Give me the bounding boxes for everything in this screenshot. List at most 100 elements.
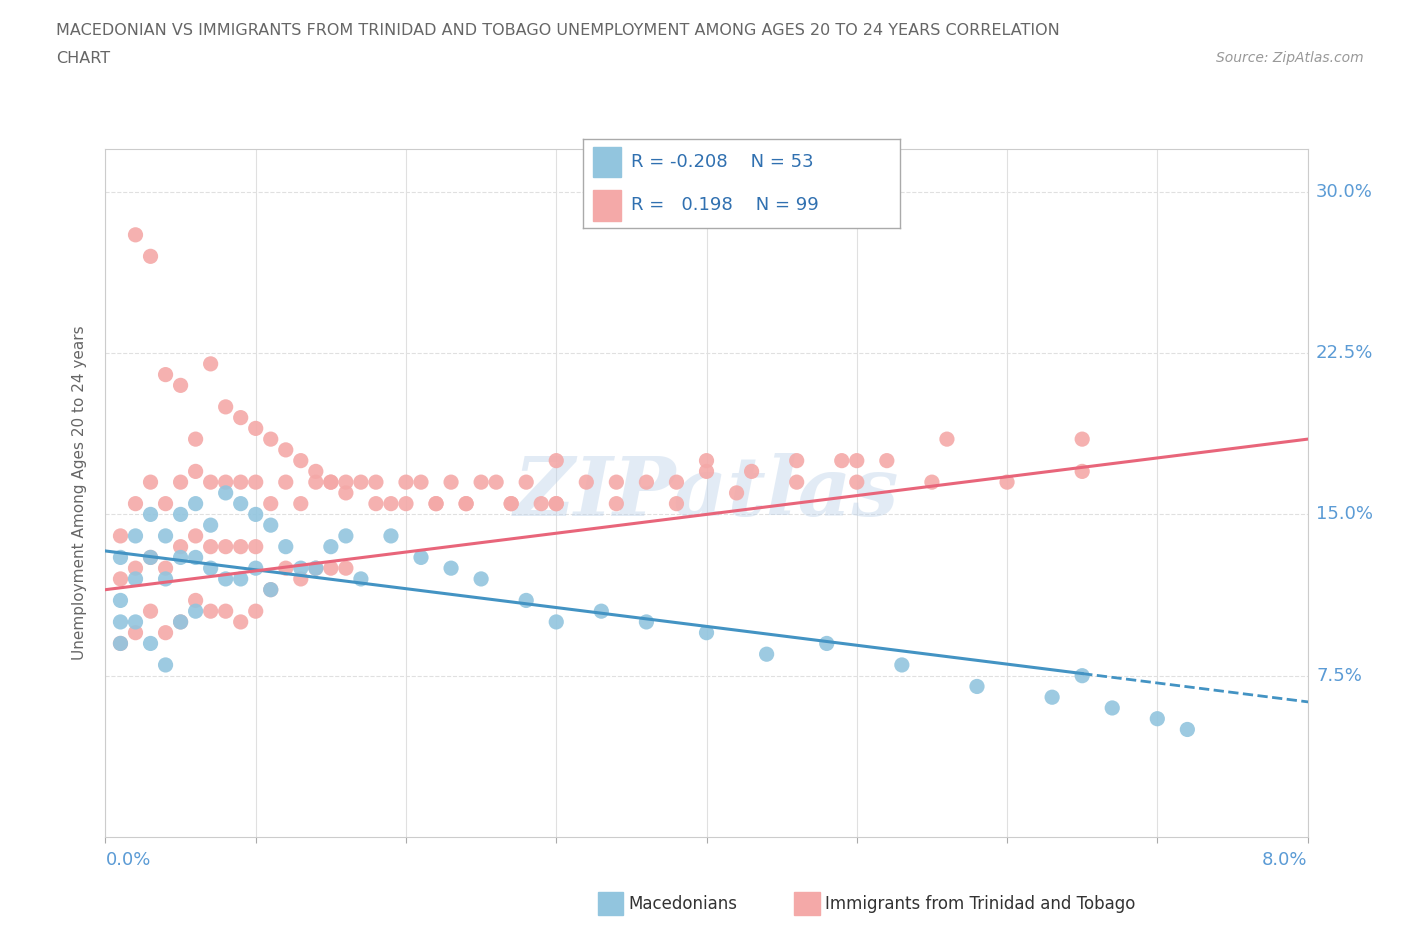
Point bbox=[966, 679, 988, 694]
Point bbox=[124, 561, 146, 576]
Point bbox=[395, 497, 418, 512]
Point bbox=[124, 571, 146, 587]
Point bbox=[200, 539, 222, 554]
Point bbox=[470, 571, 492, 587]
Point bbox=[110, 593, 132, 608]
Point bbox=[110, 550, 132, 565]
Point bbox=[636, 615, 658, 630]
Point bbox=[260, 432, 283, 446]
Point bbox=[815, 636, 838, 651]
Point bbox=[440, 474, 463, 489]
Point bbox=[530, 497, 553, 512]
Point bbox=[290, 453, 312, 468]
Point bbox=[155, 367, 177, 382]
Point bbox=[200, 474, 222, 489]
Point bbox=[260, 582, 283, 597]
Point bbox=[169, 539, 191, 554]
Point bbox=[319, 474, 342, 489]
Text: ZIPatlas: ZIPatlas bbox=[513, 453, 900, 533]
Point bbox=[335, 474, 357, 489]
Point bbox=[274, 539, 297, 554]
Point bbox=[501, 497, 523, 512]
Text: MACEDONIAN VS IMMIGRANTS FROM TRINIDAD AND TOBAGO UNEMPLOYMENT AMONG AGES 20 TO : MACEDONIAN VS IMMIGRANTS FROM TRINIDAD A… bbox=[56, 23, 1060, 38]
Point bbox=[409, 550, 432, 565]
Text: CHART: CHART bbox=[56, 51, 110, 66]
Point bbox=[214, 604, 236, 618]
Point bbox=[200, 604, 222, 618]
Point bbox=[319, 561, 342, 576]
Point bbox=[876, 453, 898, 468]
Point bbox=[155, 625, 177, 640]
Point bbox=[831, 453, 853, 468]
Point bbox=[1175, 722, 1198, 737]
Point bbox=[936, 432, 959, 446]
Point bbox=[229, 615, 252, 630]
Point bbox=[124, 497, 146, 512]
Point bbox=[245, 474, 267, 489]
Text: 7.5%: 7.5% bbox=[1316, 667, 1362, 684]
Point bbox=[335, 485, 357, 500]
Text: R =   0.198    N = 99: R = 0.198 N = 99 bbox=[631, 196, 818, 214]
Point bbox=[110, 636, 132, 651]
Point bbox=[1071, 464, 1094, 479]
Point bbox=[184, 604, 207, 618]
Point bbox=[200, 518, 222, 533]
Text: 15.0%: 15.0% bbox=[1316, 505, 1374, 524]
Point bbox=[591, 604, 613, 618]
Point bbox=[214, 571, 236, 587]
Point bbox=[665, 474, 688, 489]
Text: Immigrants from Trinidad and Tobago: Immigrants from Trinidad and Tobago bbox=[825, 895, 1136, 913]
Point bbox=[139, 550, 162, 565]
Point bbox=[184, 432, 207, 446]
Point bbox=[184, 593, 207, 608]
Point bbox=[200, 356, 222, 371]
Point bbox=[124, 528, 146, 543]
Point bbox=[169, 378, 191, 392]
Text: Source: ZipAtlas.com: Source: ZipAtlas.com bbox=[1216, 51, 1364, 65]
Point bbox=[229, 539, 252, 554]
Point bbox=[305, 561, 328, 576]
Point bbox=[845, 453, 868, 468]
Point bbox=[274, 561, 297, 576]
Point bbox=[380, 528, 402, 543]
Point bbox=[184, 464, 207, 479]
Point bbox=[260, 582, 283, 597]
Point bbox=[786, 453, 808, 468]
Point bbox=[229, 410, 252, 425]
Point bbox=[124, 228, 146, 243]
Point bbox=[605, 474, 627, 489]
Text: R = -0.208    N = 53: R = -0.208 N = 53 bbox=[631, 153, 814, 171]
Point bbox=[546, 453, 568, 468]
Point bbox=[245, 561, 267, 576]
Point bbox=[110, 636, 132, 651]
Point bbox=[229, 571, 252, 587]
Point bbox=[169, 550, 191, 565]
Point bbox=[139, 636, 162, 651]
Y-axis label: Unemployment Among Ages 20 to 24 years: Unemployment Among Ages 20 to 24 years bbox=[72, 326, 87, 660]
Point bbox=[665, 497, 688, 512]
Point bbox=[214, 539, 236, 554]
Point bbox=[501, 497, 523, 512]
Point bbox=[229, 497, 252, 512]
Point bbox=[139, 507, 162, 522]
Point bbox=[214, 485, 236, 500]
Point bbox=[364, 497, 387, 512]
Point bbox=[636, 474, 658, 489]
Point bbox=[260, 518, 283, 533]
Point bbox=[155, 528, 177, 543]
Point bbox=[546, 497, 568, 512]
Point bbox=[155, 571, 177, 587]
Point bbox=[425, 497, 447, 512]
Point bbox=[364, 474, 387, 489]
Point bbox=[110, 615, 132, 630]
Point bbox=[139, 604, 162, 618]
Text: 8.0%: 8.0% bbox=[1263, 851, 1308, 869]
Point bbox=[319, 474, 342, 489]
Point bbox=[921, 474, 943, 489]
Point bbox=[1040, 690, 1063, 705]
Text: 30.0%: 30.0% bbox=[1316, 183, 1372, 201]
Point bbox=[350, 571, 373, 587]
Point bbox=[350, 474, 373, 489]
Point bbox=[139, 474, 162, 489]
Point bbox=[454, 497, 477, 512]
